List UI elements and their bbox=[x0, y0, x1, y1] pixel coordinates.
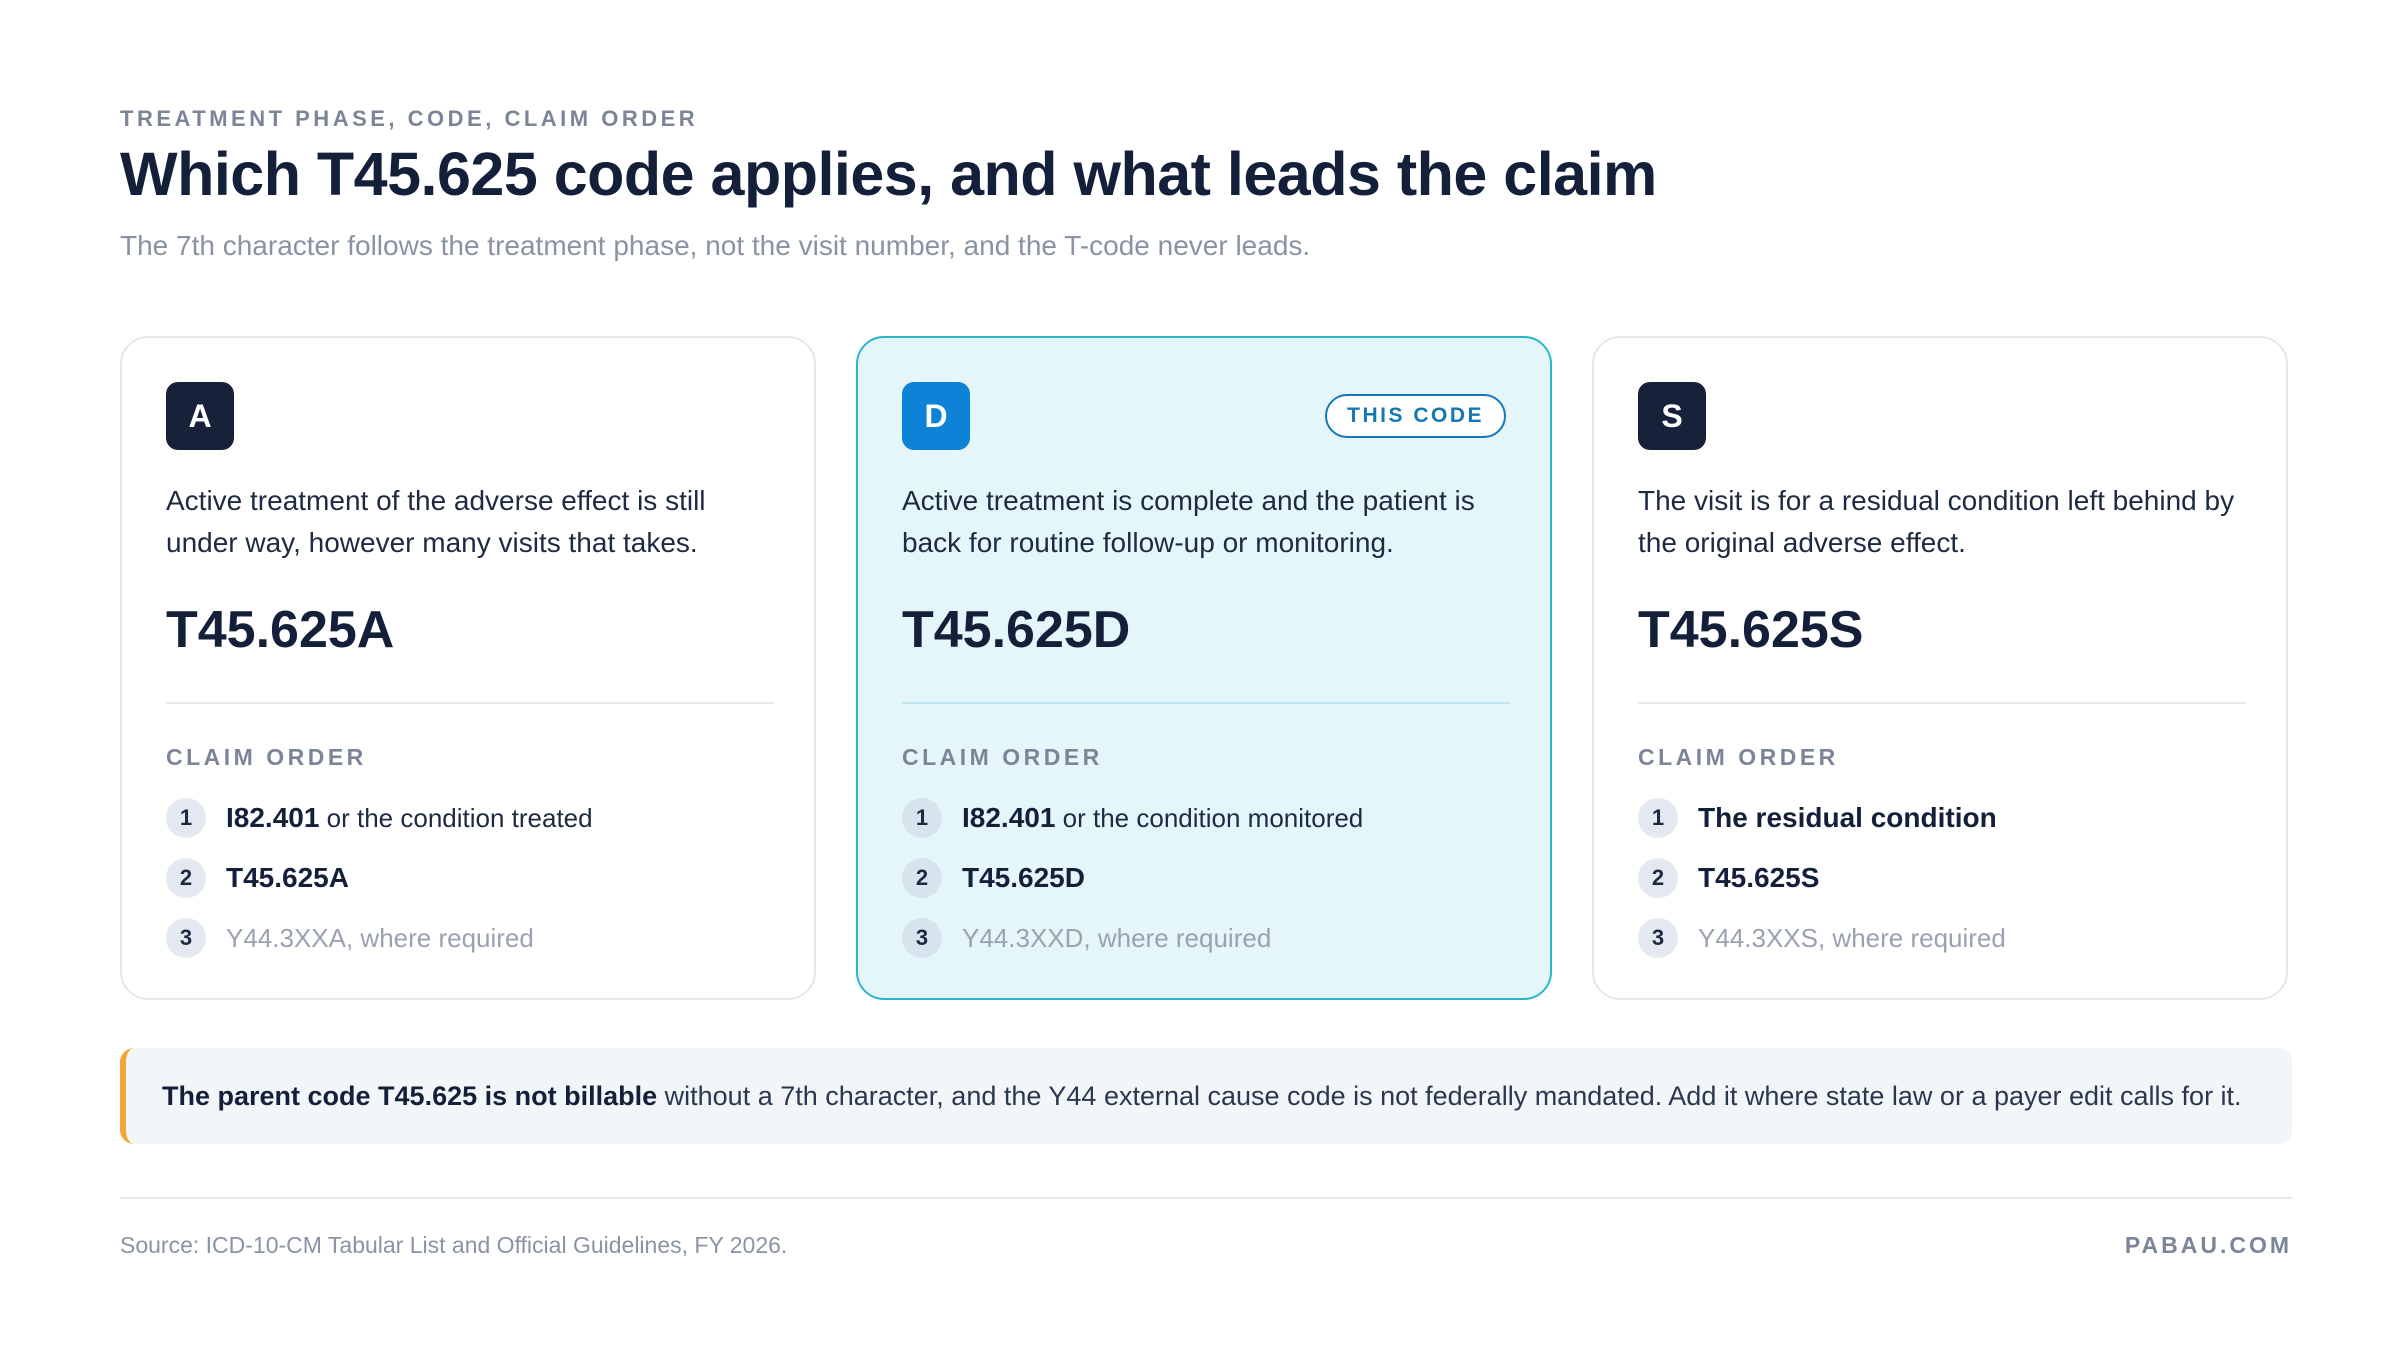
step-text: T45.625A bbox=[226, 862, 349, 894]
step-text: T45.625S bbox=[1698, 862, 1819, 894]
step-code: I82.401 bbox=[962, 802, 1056, 833]
brand-logo-text: PABAU.COM bbox=[2124, 1232, 2292, 1258]
claim-step: 2 T45.625S bbox=[1638, 858, 1819, 898]
step-detail: Y44.3XXA, where required bbox=[226, 923, 534, 953]
step-number: 2 bbox=[166, 858, 206, 898]
card-sequela: S The visit is for a residual condition … bbox=[1592, 336, 2288, 1000]
claim-order-label: CLAIM ORDER bbox=[902, 744, 1103, 770]
step-text: The residual condition bbox=[1698, 802, 1997, 834]
card-description: The visit is for a residual condition le… bbox=[1638, 485, 2235, 558]
claim-order-label: CLAIM ORDER bbox=[166, 744, 367, 770]
step-text: Y44.3XXA, where required bbox=[226, 922, 534, 954]
divider bbox=[1638, 702, 2246, 704]
step-code: T45.625A bbox=[226, 862, 349, 893]
billing-note: The parent code T45.625 is not billable … bbox=[120, 1048, 2292, 1144]
this-code-badge: THIS CODE bbox=[1325, 394, 1506, 438]
card-code: T45.625S bbox=[1638, 601, 1864, 659]
step-text: Y44.3XXD, where required bbox=[962, 922, 1271, 954]
step-detail: or the condition treated bbox=[319, 803, 593, 833]
step-number: 2 bbox=[902, 858, 942, 898]
card-description: Active treatment of the adverse effect i… bbox=[166, 485, 706, 558]
step-code: The residual condition bbox=[1698, 802, 1997, 833]
footer-divider bbox=[120, 1197, 2292, 1199]
page: TREATMENT PHASE, CODE, CLAIM ORDER Which… bbox=[120, 0, 2292, 1346]
claim-step: 2 T45.625D bbox=[902, 858, 1085, 898]
claim-step: 3 Y44.3XXA, where required bbox=[166, 918, 534, 958]
note-emphasis: The parent code T45.625 is not billable bbox=[162, 1080, 658, 1111]
divider bbox=[166, 702, 774, 704]
step-number: 2 bbox=[1638, 858, 1678, 898]
source-citation: Source: ICD-10-CM Tabular List and Offic… bbox=[120, 1232, 788, 1258]
note-text: The parent code T45.625 is not billable … bbox=[162, 1081, 2242, 1112]
phase-cards: A Active treatment of the adverse effect… bbox=[120, 336, 2292, 1004]
step-code: I82.401 bbox=[226, 802, 320, 833]
card-subsequent-encounter: D THIS CODE Active treatment is complete… bbox=[856, 336, 1552, 1000]
step-number: 3 bbox=[166, 918, 206, 958]
page-subtitle: The 7th character follows the treatment … bbox=[120, 230, 1311, 261]
claim-step: 2 T45.625A bbox=[166, 858, 349, 898]
card-initial-encounter: A Active treatment of the adverse effect… bbox=[120, 336, 816, 1000]
step-number: 1 bbox=[166, 798, 206, 838]
page-title: Which T45.625 code applies, and what lea… bbox=[120, 140, 1657, 208]
step-number: 3 bbox=[902, 918, 942, 958]
claim-order-label: CLAIM ORDER bbox=[1638, 744, 1839, 770]
step-number: 1 bbox=[902, 798, 942, 838]
step-text: Y44.3XXS, where required bbox=[1698, 922, 2006, 954]
phase-letter-badge: S bbox=[1638, 382, 1706, 450]
card-code: T45.625D bbox=[902, 601, 1131, 659]
note-detail: without a 7th character, and the Y44 ext… bbox=[657, 1080, 2242, 1111]
step-detail: or the condition monitored bbox=[1055, 803, 1364, 833]
card-code: T45.625A bbox=[166, 601, 395, 659]
claim-step: 1 The residual condition bbox=[1638, 798, 1997, 838]
claim-step: 1 I82.401 or the condition treated bbox=[166, 798, 593, 838]
step-number: 3 bbox=[1638, 918, 1678, 958]
claim-step: 3 Y44.3XXD, where required bbox=[902, 918, 1271, 958]
claim-step: 3 Y44.3XXS, where required bbox=[1638, 918, 2006, 958]
phase-letter-badge: A bbox=[166, 382, 234, 450]
step-code: T45.625S bbox=[1698, 862, 1820, 893]
step-detail: Y44.3XXS, where required bbox=[1698, 923, 2006, 953]
phase-letter-badge: D bbox=[902, 382, 970, 450]
step-text: I82.401 or the condition treated bbox=[226, 802, 593, 834]
step-detail: Y44.3XXD, where required bbox=[962, 923, 1272, 953]
eyebrow: TREATMENT PHASE, CODE, CLAIM ORDER bbox=[120, 106, 699, 131]
card-description: Active treatment is complete and the pat… bbox=[902, 485, 1475, 558]
step-code: T45.625D bbox=[962, 862, 1085, 893]
step-number: 1 bbox=[1638, 798, 1678, 838]
divider bbox=[902, 702, 1510, 704]
claim-step: 1 I82.401 or the condition monitored bbox=[902, 798, 1363, 838]
step-text: I82.401 or the condition monitored bbox=[962, 802, 1363, 834]
step-text: T45.625D bbox=[962, 862, 1085, 894]
